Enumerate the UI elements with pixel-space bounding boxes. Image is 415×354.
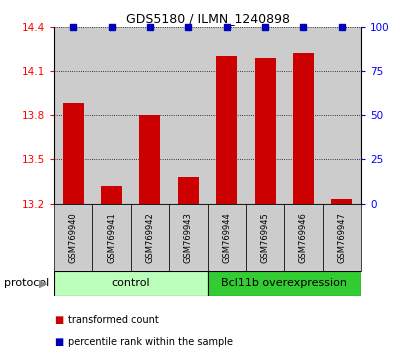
- Bar: [323, 27, 361, 204]
- Text: GSM769944: GSM769944: [222, 212, 231, 263]
- Bar: [93, 204, 131, 271]
- Bar: [169, 204, 208, 271]
- Bar: [246, 204, 284, 271]
- Bar: [208, 204, 246, 271]
- Title: GDS5180 / ILMN_1240898: GDS5180 / ILMN_1240898: [125, 12, 290, 25]
- Bar: [139, 115, 161, 204]
- Text: percentile rank within the sample: percentile rank within the sample: [68, 337, 234, 347]
- Text: ■: ■: [54, 315, 63, 325]
- Bar: [254, 58, 276, 204]
- Bar: [331, 199, 352, 204]
- Text: protocol: protocol: [4, 278, 49, 288]
- Bar: [323, 204, 361, 271]
- Bar: [169, 27, 208, 204]
- Bar: [208, 271, 361, 296]
- Bar: [246, 27, 284, 204]
- Bar: [93, 27, 131, 204]
- Text: GSM769947: GSM769947: [337, 212, 347, 263]
- Text: GSM769946: GSM769946: [299, 212, 308, 263]
- Text: control: control: [111, 278, 150, 288]
- Bar: [216, 56, 237, 204]
- Bar: [131, 204, 169, 271]
- Bar: [284, 27, 323, 204]
- Bar: [101, 186, 122, 204]
- Bar: [293, 53, 314, 204]
- Bar: [178, 177, 199, 204]
- Text: GSM769942: GSM769942: [145, 212, 154, 263]
- Bar: [208, 27, 246, 204]
- Bar: [54, 271, 208, 296]
- Text: GSM769941: GSM769941: [107, 212, 116, 263]
- Text: ■: ■: [54, 337, 63, 347]
- Text: ▶: ▶: [39, 278, 48, 288]
- Bar: [63, 103, 84, 204]
- Bar: [54, 204, 92, 271]
- Text: transformed count: transformed count: [68, 315, 159, 325]
- Text: Bcl11b overexpression: Bcl11b overexpression: [221, 278, 347, 288]
- Text: GSM769940: GSM769940: [68, 212, 78, 263]
- Bar: [54, 27, 92, 204]
- Bar: [284, 204, 323, 271]
- Text: GSM769943: GSM769943: [184, 212, 193, 263]
- Text: GSM769945: GSM769945: [261, 212, 270, 263]
- Bar: [131, 27, 169, 204]
